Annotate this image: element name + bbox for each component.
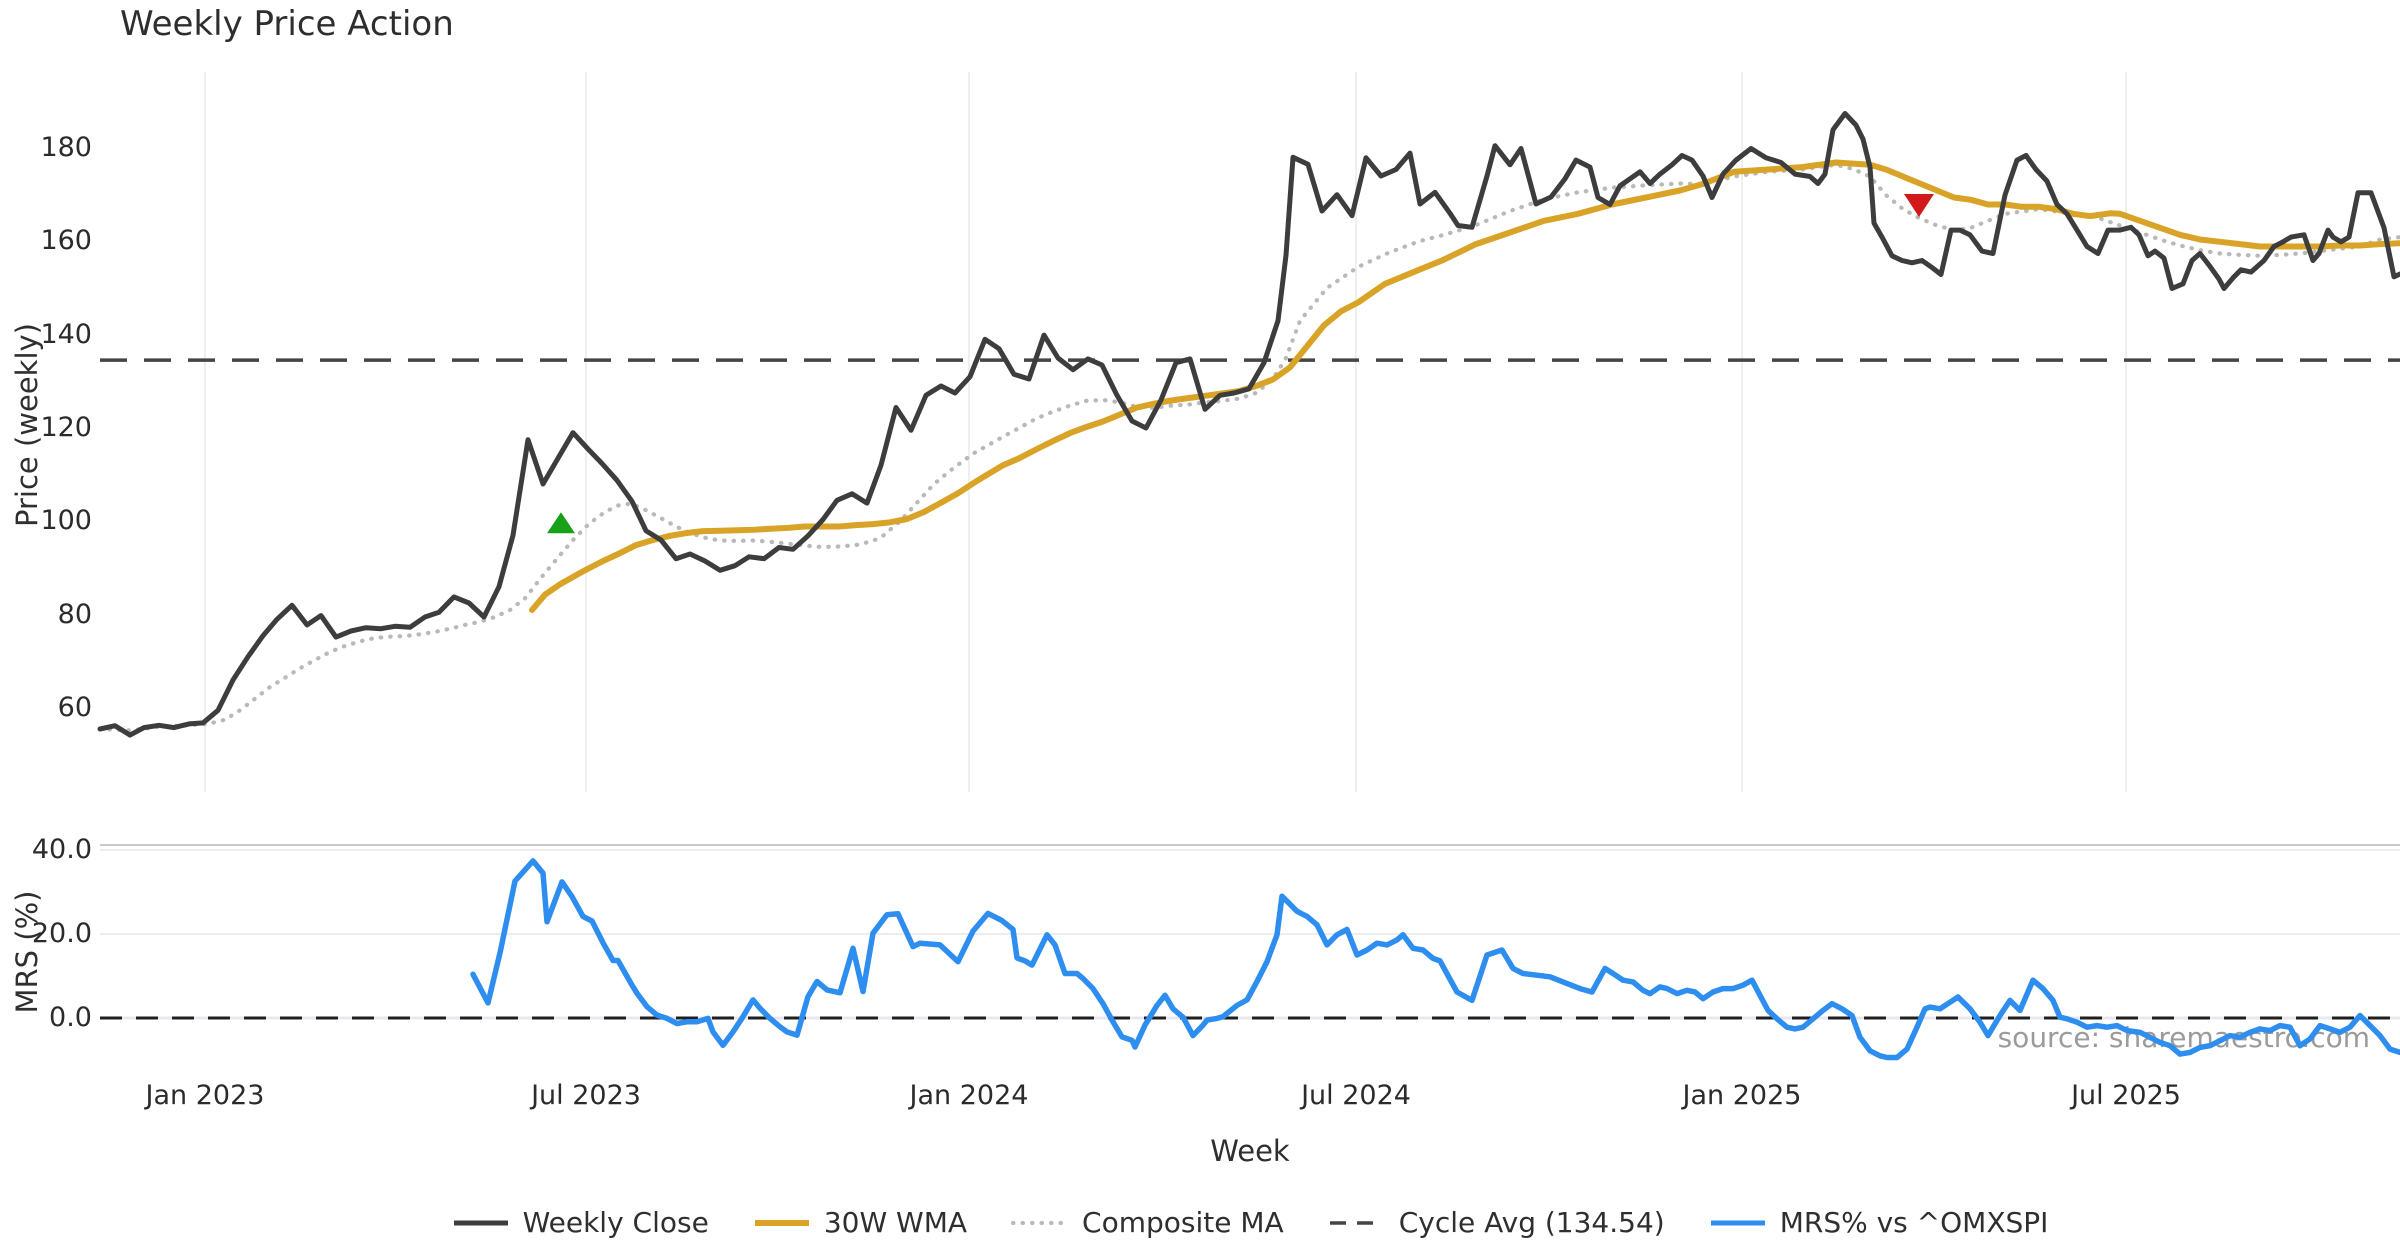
legend-item-cycle-avg-134-54-: Cycle Avg (134.54): [1328, 1206, 1665, 1239]
mrs-tick-20: 20.0: [31, 918, 92, 949]
buy-signal-marker: [547, 512, 575, 534]
legend-line-swatch: [1710, 1220, 1765, 1225]
legend-item-30w-wma: 30W WMA: [753, 1206, 967, 1239]
legend-line-swatch: [754, 1219, 809, 1226]
legend-label: MRS% vs ^OMXSPI: [1779, 1206, 2049, 1239]
legend: Weekly Close 30W WMA Composite MA Cycle Avg…: [100, 1206, 2400, 1239]
mrs-tick-40: 40.0: [31, 834, 92, 865]
legend-item-composite-ma: Composite MA: [1011, 1206, 1284, 1239]
x-tick-0: Jan 2023: [145, 1080, 265, 1111]
legend-label: Weekly Close: [522, 1206, 709, 1239]
legend-label: Composite MA: [1082, 1206, 1284, 1239]
legend-item-mrs-vs-omxspi: MRS% vs ^OMXSPI: [1709, 1206, 2049, 1239]
legend-label: Cycle Avg (134.54): [1398, 1206, 1665, 1239]
legend-label: 30W WMA: [823, 1206, 968, 1239]
sell-signal-marker: [1904, 194, 1934, 217]
price-tick-140: 140: [40, 318, 92, 350]
x-tick-1: Jul 2023: [531, 1080, 641, 1111]
legend-line-swatch: [1329, 1220, 1384, 1225]
price-tick-80: 80: [57, 598, 92, 630]
composite-ma-line: [97, 162, 2400, 733]
legend-item-weekly-close: Weekly Close: [452, 1206, 709, 1239]
x-tick-3: Jul 2024: [1301, 1080, 1411, 1111]
price-tick-180: 180: [40, 132, 92, 163]
chart-title: Weekly Price Action: [120, 4, 454, 44]
price-tick-160: 160: [40, 225, 92, 257]
x-tick-2: Jan 2024: [909, 1080, 1029, 1111]
price-tick-60: 60: [57, 692, 92, 723]
mrs-line: [470, 858, 2400, 1061]
price-tick-100: 100: [40, 505, 92, 537]
legend-line-swatch: [1011, 1220, 1070, 1225]
mrs-tick-0: 0.0: [49, 1002, 92, 1033]
thirty-week-wma-line: [529, 159, 2400, 613]
x-axis-title: Week: [1210, 1134, 1290, 1168]
legend-line-swatch: [453, 1220, 508, 1225]
x-tick-5: Jul 2025: [2071, 1080, 2181, 1111]
x-tick-4: Jan 2025: [1682, 1080, 1802, 1111]
weekly-close-line: [97, 111, 2400, 738]
price-tick-120: 120: [40, 412, 92, 443]
